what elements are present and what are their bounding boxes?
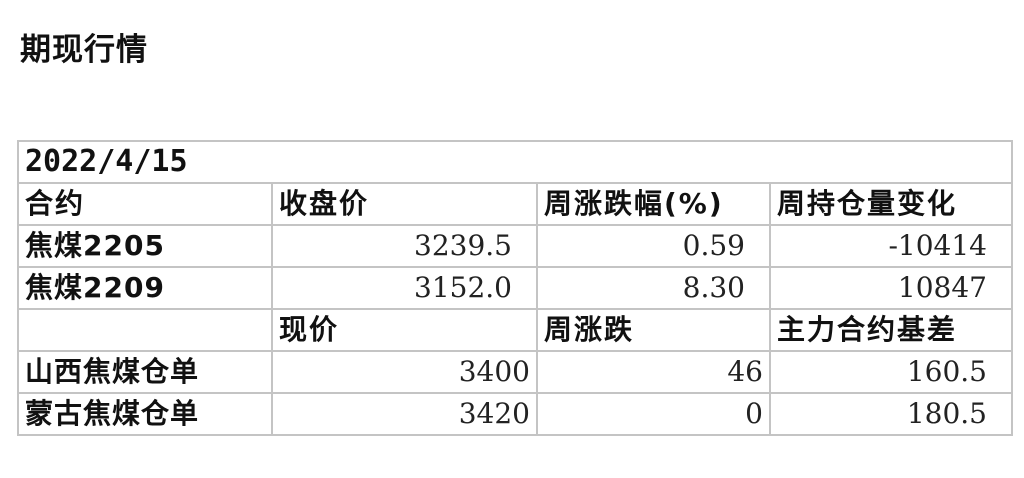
close-price: 3239.5 <box>271 224 538 268</box>
page-title: 期现行情 <box>20 32 148 68</box>
weekly-change-pct: 8.30 <box>536 266 771 310</box>
futures-header-row: 合约 收盘价 周涨跌幅(%) 周持仓量变化 <box>17 182 1013 226</box>
header-close-price: 收盘价 <box>271 182 538 226</box>
header-weekly-oi-change: 周持仓量变化 <box>769 182 1013 226</box>
main-contract-basis: 180.5 <box>769 392 1013 436</box>
header-contract: 合约 <box>17 182 273 226</box>
weekly-change-pct: 0.59 <box>536 224 771 268</box>
header-weekly-change: 周涨跌 <box>536 308 771 352</box>
table-date: 2022/4/15 <box>17 140 1013 184</box>
header-weekly-change-pct: 周涨跌幅(%) <box>536 182 771 226</box>
weekly-oi-change: -10414 <box>769 224 1013 268</box>
date-row: 2022/4/15 <box>17 140 1013 184</box>
main-contract-basis: 160.5 <box>769 350 1013 394</box>
table-row: 焦煤2205 3239.5 0.59 -10414 <box>17 224 1013 268</box>
weekly-change: 0 <box>536 392 771 436</box>
weekly-change: 46 <box>536 350 771 394</box>
header-main-contract-basis: 主力合约基差 <box>769 308 1013 352</box>
spot-price: 3420 <box>271 392 538 436</box>
warehouse-receipt-name: 蒙古焦煤仓单 <box>17 392 273 436</box>
weekly-oi-change: 10847 <box>769 266 1013 310</box>
spot-price: 3400 <box>271 350 538 394</box>
contract-name: 焦煤2209 <box>17 266 273 310</box>
close-price: 3152.0 <box>271 266 538 310</box>
table-row: 焦煤2209 3152.0 8.30 10847 <box>17 266 1013 310</box>
table-row: 蒙古焦煤仓单 3420 0 180.5 <box>17 392 1013 436</box>
table-row: 山西焦煤仓单 3400 46 160.5 <box>17 350 1013 394</box>
header-empty <box>17 308 273 352</box>
futures-spot-table: 2022/4/15 合约 收盘价 周涨跌幅(%) 周持仓量变化 焦煤2205 3… <box>17 140 1013 436</box>
warehouse-receipt-name: 山西焦煤仓单 <box>17 350 273 394</box>
spot-header-row: 现价 周涨跌 主力合约基差 <box>17 308 1013 352</box>
contract-name: 焦煤2205 <box>17 224 273 268</box>
header-spot-price: 现价 <box>271 308 538 352</box>
